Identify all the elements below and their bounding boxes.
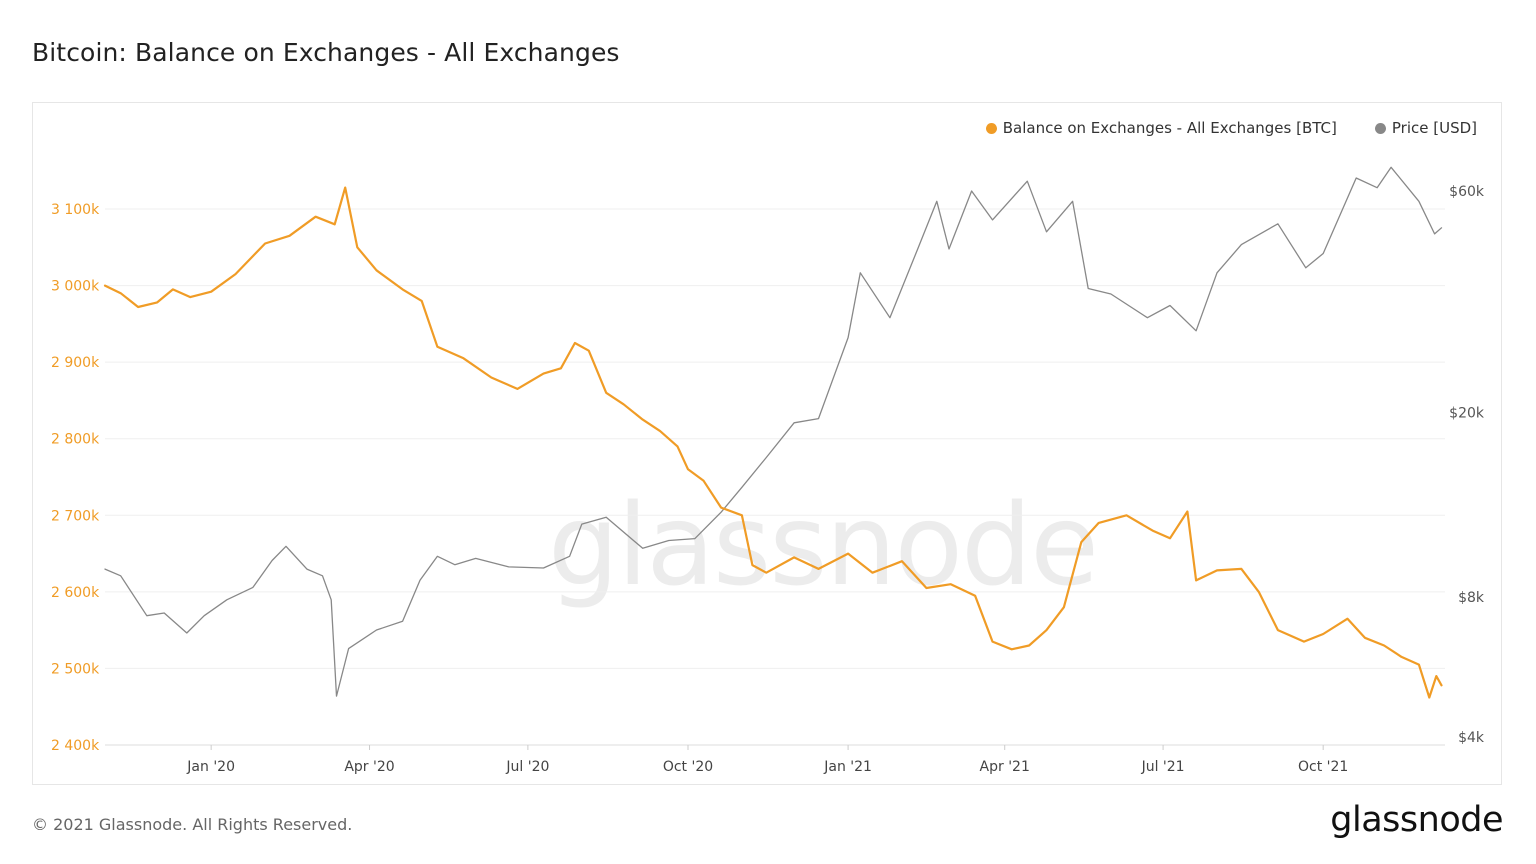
legend-item-price[interactable]: Price [USD] [1374, 119, 1477, 137]
x-tick-label: Jul '20 [505, 759, 549, 775]
page-title: Bitcoin: Balance on Exchanges - All Exch… [32, 38, 620, 67]
x-tick-label: Jan '21 [823, 759, 872, 775]
grid-lines [105, 208, 1445, 746]
legend-item-balance[interactable]: Balance on Exchanges - All Exchanges [BT… [985, 119, 1337, 137]
right-axis-ticks: $4k $8k $20k $60k [1449, 184, 1485, 746]
line-chart: 2 400k 2 500k 2 600k 2 700k 2 800k 2 900k 3 00… [51, 166, 1485, 775]
series-line-balance [103, 186, 1443, 699]
right-tick-label: $20k [1449, 406, 1485, 422]
x-tick-label: Apr '20 [344, 759, 394, 775]
left-axis-ticks: 2 400k 2 500k 2 600k 2 700k 2 800k 2 900k 3 00… [51, 202, 100, 754]
series-line-price [104, 166, 1443, 697]
legend: Balance on Exchanges - All Exchanges [BT… [985, 119, 1477, 137]
left-tick-label: 2 900k [51, 355, 100, 371]
left-tick-label: 2 700k [51, 508, 100, 524]
x-tick-label: Jan '20 [186, 759, 235, 775]
x-axis-ticks: Jan '20 Apr '20 Jul '20 Oct '20 Jan '21 Apr '… [105, 744, 1445, 775]
series-layer [103, 166, 1443, 699]
left-tick-label: 3 100k [51, 202, 100, 218]
x-tick-label: Apr '21 [980, 759, 1030, 775]
copyright-text: © 2021 Glassnode. All Rights Reserved. [32, 815, 353, 834]
brand-logo[interactable]: glassnode [1330, 800, 1503, 840]
chart-panel: glassnode 2 400k 2 500k 2 600k 2 700k 2 800k… [32, 102, 1502, 785]
right-tick-label: $4k [1458, 730, 1485, 746]
left-tick-label: 3 000k [51, 279, 100, 295]
x-tick-label: Oct '21 [1298, 759, 1348, 775]
left-tick-label: 2 600k [51, 585, 100, 601]
left-tick-label: 2 400k [51, 738, 100, 754]
legend-dot-price-icon [1374, 122, 1386, 134]
legend-dot-balance-icon [985, 122, 997, 134]
x-tick-label: Oct '20 [663, 759, 713, 775]
left-tick-label: 2 500k [51, 661, 100, 677]
right-tick-label: $8k [1458, 590, 1485, 606]
legend-label-balance: Balance on Exchanges - All Exchanges [BT… [1002, 119, 1337, 137]
right-tick-label: $60k [1449, 184, 1485, 200]
legend-label-price: Price [USD] [1391, 119, 1477, 137]
left-tick-label: 2 800k [51, 432, 100, 448]
x-tick-label: Jul '21 [1141, 759, 1185, 775]
